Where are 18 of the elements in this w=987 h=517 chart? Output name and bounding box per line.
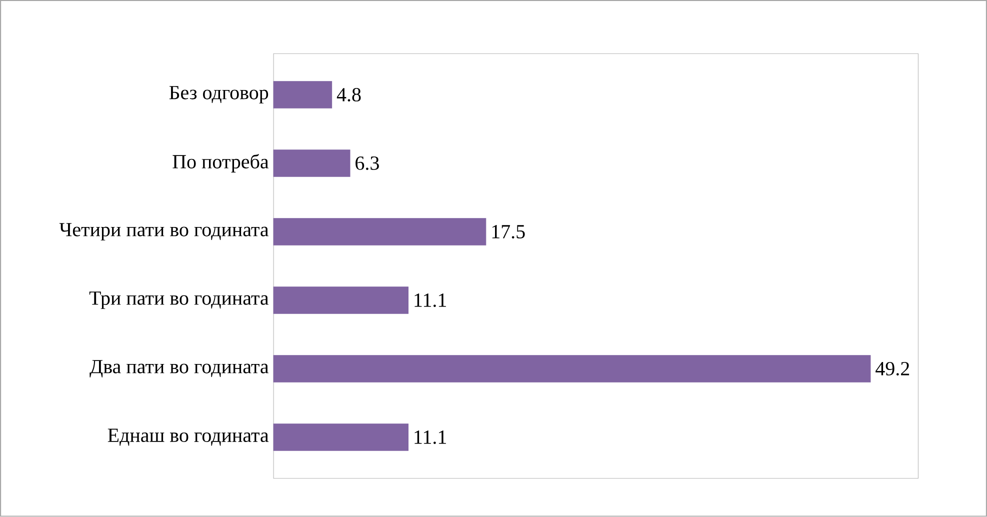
bar <box>273 355 871 382</box>
data-label: 11.1 <box>414 294 446 308</box>
y-tick-label: По потреба <box>172 154 269 173</box>
data-label: 49.2 <box>876 362 910 376</box>
data-label: 4.8 <box>336 88 361 102</box>
data-label: 17.5 <box>492 225 525 239</box>
y-tick-label: Без одговор <box>169 86 268 104</box>
data-label: 11.1 <box>414 430 446 444</box>
data-label: 6.3 <box>356 156 379 170</box>
bar <box>273 218 486 246</box>
y-tick-label: Четири пати во годината <box>59 223 269 241</box>
y-tick-label: Три пати во годината <box>89 292 269 310</box>
bar <box>273 81 332 108</box>
bar <box>273 424 408 451</box>
bar <box>273 286 408 314</box>
y-tick-label: Еднаш во годината <box>108 428 269 446</box>
bar <box>273 150 350 177</box>
y-tick-label: Два пати во годината <box>90 360 269 378</box>
